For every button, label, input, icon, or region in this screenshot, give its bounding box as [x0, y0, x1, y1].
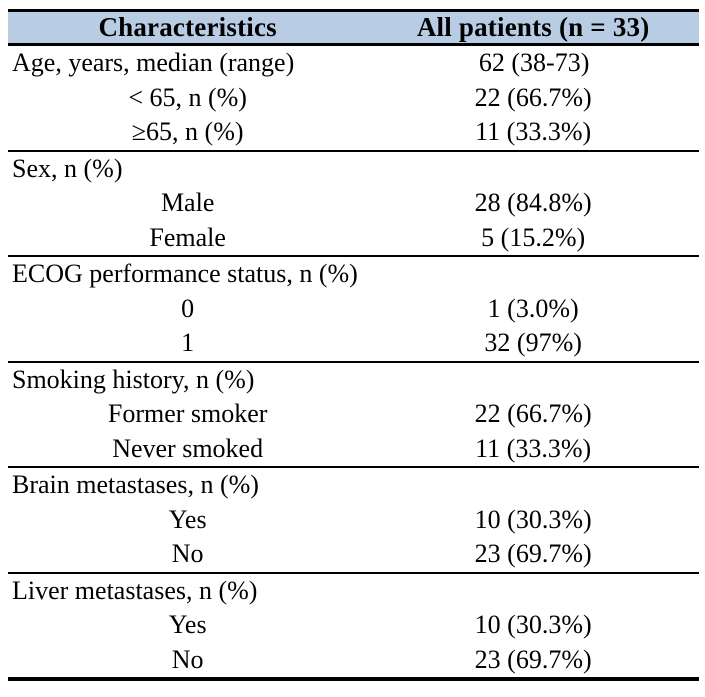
row-value — [369, 363, 699, 398]
row-label: Smoking history, n (%) — [12, 364, 255, 394]
row-label: Age, years, median (range) — [12, 48, 295, 77]
header-all-patients: All patients (n = 33) — [416, 12, 650, 42]
row-label: 1 — [181, 328, 195, 357]
table-row: ECOG performance status, n (%) — [8, 257, 699, 292]
table-row: < 65, n (%) 22 (66.7%) — [8, 81, 699, 116]
row-value: 1 (3.0%) — [487, 293, 579, 323]
row-value: 22 (66.7%) — [474, 399, 592, 428]
row-label: ECOG performance status, n (%) — [12, 259, 358, 288]
patient-characteristics-table: Characteristics All patients (n = 33) Ag… — [8, 9, 699, 681]
table-row: 0 1 (3.0%) — [8, 292, 699, 327]
row-value: 11 (33.3%) — [475, 433, 592, 463]
table-row: No 23 (69.7%) — [8, 643, 699, 678]
table-section: Age, years, median (range) 62 (38-73) < 65… — [8, 46, 699, 152]
row-value — [369, 152, 699, 187]
row-label: Male — [160, 188, 215, 217]
row-value: 32 (97%) — [484, 328, 582, 357]
row-value: 23 (69.7%) — [474, 644, 592, 674]
row-value — [369, 574, 699, 609]
table-row: Brain metastases, n (%) — [8, 468, 699, 503]
table-section: Smoking history, n (%) Former smoker 22 (6… — [8, 363, 699, 468]
table-row: No 23 (69.7%) — [8, 537, 699, 572]
row-value: 23 (69.7%) — [474, 539, 592, 568]
table-section: Brain metastases, n (%) Yes 10 (30.3%) No 23… — [8, 468, 699, 574]
table-row: Smoking history, n (%) — [8, 363, 699, 398]
row-label: Yes — [168, 504, 207, 534]
table-row: Yes 10 (30.3%) — [8, 503, 699, 538]
row-value: 5 (15.2%) — [481, 222, 586, 252]
row-value: 28 (84.8%) — [474, 188, 592, 217]
table-row: Liver metastases, n (%) — [8, 574, 699, 609]
row-label: Sex, n (%) — [12, 153, 123, 183]
table-row: Sex, n (%) — [8, 152, 699, 187]
row-label: No — [171, 539, 204, 568]
table-section: Sex, n (%) Male 28 (84.8%) Female 5 (15.2%) — [8, 152, 699, 257]
row-value — [369, 257, 699, 292]
table-body: Age, years, median (range) 62 (38-73) < 65… — [8, 46, 699, 677]
row-value: 22 (66.7%) — [474, 82, 592, 112]
header-characteristics: Characteristics — [98, 12, 277, 42]
row-label: ≥65, n (%) — [131, 117, 244, 146]
row-label: Female — [149, 222, 226, 252]
row-label: Former smoker — [107, 399, 268, 428]
table-section: Liver metastases, n (%) Yes 10 (30.3%) No 23… — [8, 574, 699, 678]
table-section: ECOG performance status, n (%) 0 1 (3.0%) 1… — [8, 257, 699, 363]
table-row: Age, years, median (range) 62 (38-73) — [8, 46, 699, 81]
table-row: Male 28 (84.8%) — [8, 186, 699, 221]
row-label: Never smoked — [112, 433, 264, 463]
row-label: No — [171, 644, 204, 674]
row-label: 0 — [181, 293, 195, 323]
row-value: 11 (33.3%) — [475, 117, 592, 146]
row-value: 62 (38-73) — [478, 48, 590, 77]
table-row: Former smoker 22 (66.7%) — [8, 397, 699, 432]
table-row: Yes 10 (30.3%) — [8, 608, 699, 643]
row-value — [369, 468, 699, 503]
table-row: Female 5 (15.2%) — [8, 221, 699, 256]
row-label: < 65, n (%) — [128, 82, 247, 112]
table-header-row: Characteristics All patients (n = 33) — [8, 12, 699, 46]
row-label: Liver metastases, n (%) — [12, 575, 258, 605]
row-value: 10 (30.3%) — [474, 504, 592, 534]
table-row: ≥65, n (%) 11 (33.3%) — [8, 115, 699, 150]
table-row: 1 32 (97%) — [8, 326, 699, 361]
row-label: Yes — [168, 610, 207, 639]
row-value: 10 (30.3%) — [474, 610, 592, 639]
row-label: Brain metastases, n (%) — [12, 470, 259, 499]
table-row: Never smoked 11 (33.3%) — [8, 432, 699, 467]
